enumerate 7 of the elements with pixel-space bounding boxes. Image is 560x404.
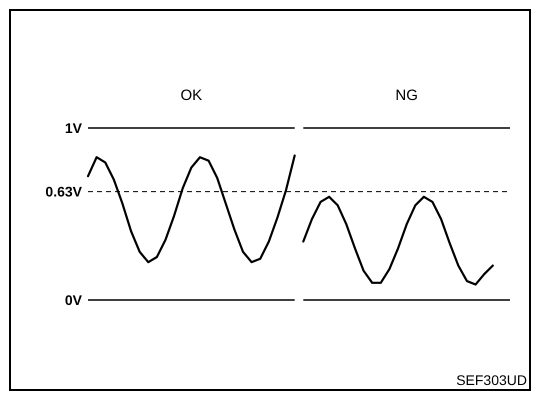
line-series [302, 196, 494, 286]
y-tick-label: 0V [64, 292, 83, 308]
text: NG [395, 87, 418, 104]
y-tick-label: 1V [64, 120, 83, 136]
text: OK [180, 87, 202, 104]
text: SEF303UD [456, 372, 527, 388]
y-tick-label: 0.63V [45, 184, 83, 200]
